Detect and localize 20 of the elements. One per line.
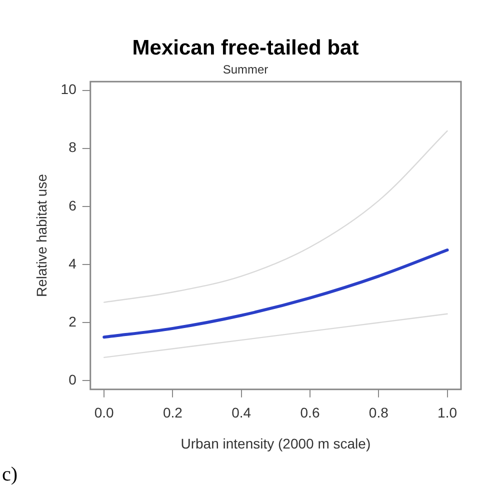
y-axis-title: Relative habitat use bbox=[33, 174, 50, 297]
x-tick-label: 0.4 bbox=[232, 404, 252, 421]
x-axis-title: Urban intensity (2000 m scale) bbox=[180, 435, 371, 452]
x-tick-label: 0.2 bbox=[163, 404, 183, 421]
y-tick-label: 10 bbox=[60, 81, 77, 98]
line-series bbox=[104, 130, 448, 303]
x-tick-label: 0.8 bbox=[368, 404, 389, 421]
text: c) bbox=[2, 463, 18, 486]
y-tick-label: 0 bbox=[68, 372, 77, 388]
line-series bbox=[102, 248, 449, 339]
chart-subtitle: Summer bbox=[222, 62, 268, 77]
y-tick-label: 4 bbox=[68, 255, 77, 272]
y-tick-label: 8 bbox=[68, 139, 77, 156]
x-tick-label: 0.0 bbox=[94, 404, 114, 421]
y-tick-label: 2 bbox=[68, 313, 77, 330]
line-series bbox=[104, 313, 448, 358]
y-tick-label: 6 bbox=[68, 197, 77, 214]
x-tick-label: 1.0 bbox=[438, 404, 458, 421]
chart-title: Mexican free-tailed bat bbox=[132, 36, 359, 60]
x-tick-label: 0.6 bbox=[300, 404, 320, 421]
